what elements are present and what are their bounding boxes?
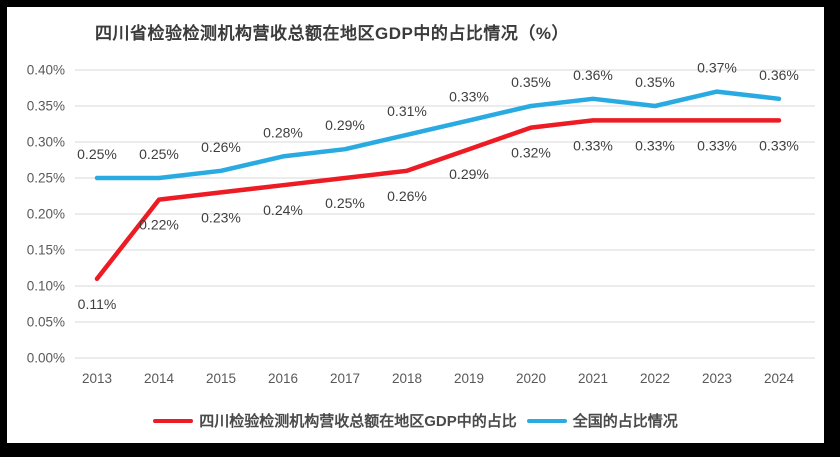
y-tick-label: 0.30% [27,135,65,150]
legend-item-national: 全国的占比情况 [526,410,678,431]
x-tick-label: 2023 [702,371,732,386]
chart-title: 四川省检验检测机构营收总额在地区GDP中的占比情况（%） [95,24,569,43]
data-label: 0.31% [387,103,427,119]
x-tick-label: 2013 [82,371,112,386]
data-label: 0.25% [325,195,365,211]
x-tick-label: 2015 [206,371,236,386]
data-label: 0.35% [511,74,551,90]
chart-panel: 四川省检验检测机构营收总额在地区GDP中的占比情况（%） 0.40% 0.35% 0… [7,7,824,443]
y-tick-label: 0.40% [27,63,65,78]
x-tick-label: 2024 [764,371,795,386]
data-label: 0.26% [387,188,427,204]
data-label: 0.26% [201,139,241,155]
legend-item-sichuan: 四川检验检测机构营收总额在地区GDP中的占比 [153,410,517,431]
data-label: 0.33% [573,137,613,153]
data-label: 0.25% [77,146,117,162]
series-line-sichuan [94,118,782,282]
data-label: 0.28% [263,124,303,140]
data-label: 0.29% [449,166,489,182]
y-tick-label: 0.15% [27,243,65,258]
x-tick-label: 2021 [578,371,608,386]
data-label: 0.11% [78,296,117,312]
y-tick-label: 0.10% [27,279,65,294]
data-label: 0.35% [635,74,675,90]
data-label: 0.33% [697,137,737,153]
x-tick-label: 2022 [640,371,670,386]
data-label: 0.33% [635,137,675,153]
data-label: 0.23% [201,209,241,225]
data-label: 0.22% [139,217,179,233]
y-tick-label: 0.00% [27,351,65,366]
data-label: 0.36% [573,67,613,83]
y-tick-label: 0.20% [27,207,65,222]
x-tick-label: 2017 [330,371,360,386]
legend-label-national: 全国的占比情况 [572,413,678,430]
y-tick-label: 0.05% [27,315,65,330]
y-tick-label: 0.25% [27,171,65,186]
data-label: 0.25% [139,146,179,162]
x-tick-label: 2020 [516,371,546,386]
data-label: 0.32% [511,145,551,161]
x-tick-label: 2019 [454,371,484,386]
x-tick-label: 2016 [268,371,298,386]
y-tick-label: 0.35% [27,99,65,114]
data-label: 0.33% [449,88,489,104]
data-label: 0.36% [759,67,799,83]
data-label: 0.29% [325,117,365,133]
legend-label-sichuan: 四川检验检测机构营收总额在地区GDP中的占比 [199,413,517,430]
data-label: 0.37% [697,60,737,76]
x-tick-label: 2014 [144,371,175,386]
data-label: 0.24% [263,202,303,218]
sichuan-line-swatch-icon [153,418,194,423]
legend: 四川检验检测机构营收总额在地区GDP中的占比 全国的占比情况 [7,410,824,431]
data-label: 0.33% [759,137,799,153]
plot-area: 0.40% 0.35% 0.30% 0.25% 0.20% 0.15% 0.10% 0.05%… [27,60,815,386]
series-line-national [94,89,782,181]
x-tick-label: 2018 [392,371,422,386]
national-line-swatch-icon [526,418,567,423]
